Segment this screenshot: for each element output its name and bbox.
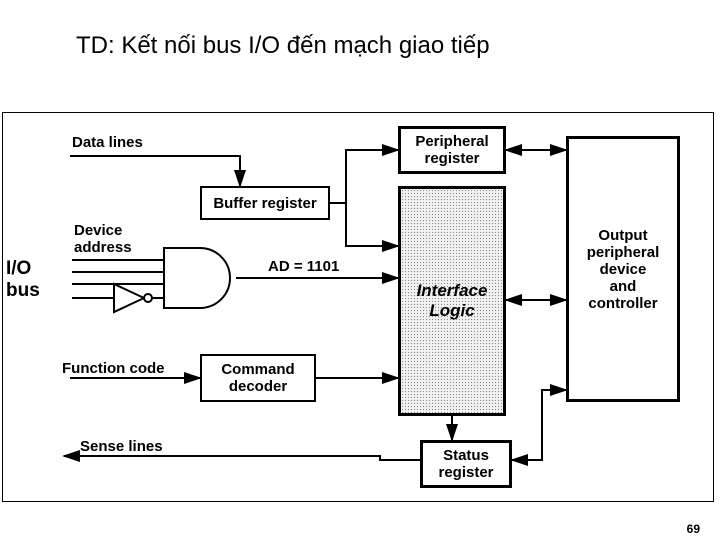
diagram-canvas: TD: Kết nối bus I/O đến mạch giao tiếp I… (0, 0, 720, 540)
wires-svg (0, 0, 720, 540)
page-number: 69 (687, 522, 700, 536)
and-gate-icon (164, 248, 230, 308)
not-gate-icon (114, 284, 152, 312)
